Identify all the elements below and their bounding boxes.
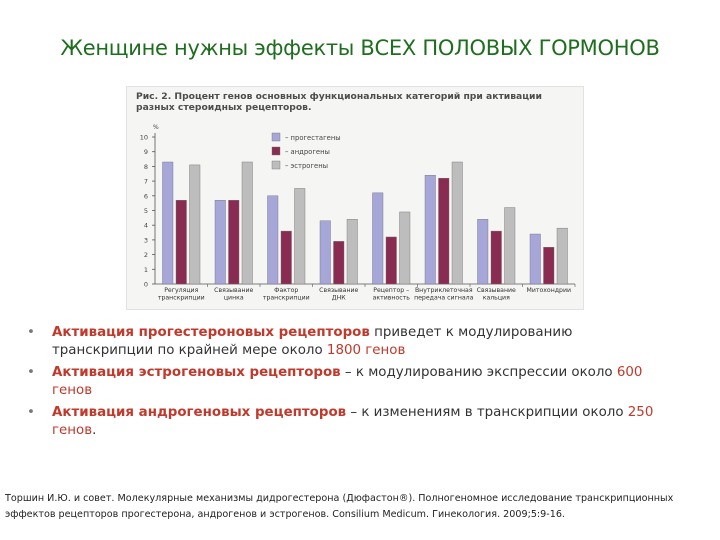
- bullet-text: – к изменениям в транскрипции около: [346, 405, 628, 420]
- bar-2: [280, 230, 292, 285]
- bar-2: [333, 241, 345, 285]
- bar-1: [424, 175, 436, 285]
- legend-label: – эстрогены: [285, 162, 328, 170]
- bullet-number: 250 генов: [52, 405, 654, 438]
- bar-3: [556, 227, 568, 285]
- legend-swatch: [271, 132, 281, 142]
- bar-3: [294, 188, 306, 285]
- reference-line: Торшин И.Ю. и совет. Молекулярные механи…: [5, 493, 674, 504]
- x-category-label: Рецептор –: [373, 287, 409, 294]
- bar-1: [529, 233, 541, 285]
- bar-3: [241, 161, 253, 285]
- x-category-label: Фактор: [274, 287, 298, 294]
- bar-chart: 012345678910%РегуляциятранскрипцииСвязыв…: [140, 124, 576, 302]
- bar-1: [319, 220, 331, 285]
- x-category-label: Регуляция: [164, 287, 198, 294]
- x-category-label: Связывание: [319, 287, 358, 294]
- x-category-label: активность: [373, 295, 411, 302]
- bullet-item: • Активация эстрогеновых рецепторов – к …: [24, 364, 674, 400]
- bullet-dot-icon: •: [27, 325, 35, 340]
- reference-citation: Торшин И.Ю. и совет. Молекулярные механи…: [5, 491, 717, 523]
- y-tick-label: 6: [144, 192, 148, 200]
- bar-2: [438, 177, 450, 285]
- y-tick-label: 1: [144, 266, 148, 274]
- bar-3: [189, 164, 201, 285]
- bar-1: [267, 195, 279, 285]
- bar-2: [175, 200, 187, 285]
- bar-2: [543, 247, 555, 285]
- reference-line: эффектов рецепторов прогестерона, андрог…: [5, 509, 565, 520]
- bullet-lead: Активация эстрогеновых рецепторов: [52, 365, 341, 380]
- bullet-dot-icon: •: [27, 405, 35, 420]
- bar-1: [214, 200, 226, 285]
- y-axis-unit-label: %: [153, 124, 159, 131]
- x-category-label: транскрипции: [158, 295, 205, 302]
- legend-label: – андрогены: [285, 148, 330, 156]
- bullet-number: 600 генов: [52, 365, 643, 398]
- x-category-label: Митохондрии: [527, 287, 572, 294]
- x-category-label: транскрипции: [263, 295, 310, 302]
- figure-caption: Рис. 2. Процент генов основных функциона…: [136, 91, 542, 113]
- chart-figure: Рис. 2. Процент генов основных функциона…: [126, 86, 584, 310]
- bar-3: [504, 207, 516, 285]
- y-tick-label: 4: [144, 222, 148, 230]
- legend-label: – прогестагены: [285, 134, 341, 142]
- bullet-lead: Активация андрогеновых рецепторов: [52, 405, 347, 420]
- y-tick-label: 7: [144, 178, 148, 186]
- y-tick-label: 5: [144, 207, 148, 215]
- y-tick-label: 10: [140, 134, 148, 142]
- bullet-list: • Активация прогестероновых рецепторов п…: [24, 324, 674, 444]
- bullet-tail: .: [92, 423, 97, 438]
- bar-2: [228, 200, 240, 285]
- x-category-label: передача сигнала: [414, 295, 474, 302]
- bullet-text: приведет к модулированию транскрипции по…: [52, 325, 573, 358]
- bar-2: [490, 230, 502, 285]
- bar-3: [346, 219, 358, 285]
- bar-3: [451, 161, 463, 285]
- x-category-label: Связывание: [214, 287, 253, 294]
- bullet-dot-icon: •: [27, 365, 35, 380]
- y-tick-label: 2: [144, 251, 148, 259]
- x-category-label: Внутриклеточная: [415, 287, 473, 294]
- bullet-text: – к модулированию экспрессии около: [340, 365, 617, 380]
- bar-2: [385, 236, 397, 285]
- bullet-item: • Активация прогестероновых рецепторов п…: [24, 324, 674, 360]
- bar-1: [477, 219, 489, 285]
- bar-1: [162, 161, 174, 285]
- y-tick-label: 9: [144, 148, 148, 156]
- y-tick-label: 0: [144, 281, 148, 289]
- bullet-item: • Активация андрогеновых рецепторов – к …: [24, 404, 674, 440]
- bar-1: [372, 192, 384, 285]
- legend-swatch: [271, 146, 281, 156]
- y-tick-label: 8: [144, 163, 148, 171]
- bar-3: [399, 211, 411, 285]
- slide-title: Женщине нужны эффекты ВСЕХ ПОЛОВЫХ ГОРМО…: [60, 36, 660, 60]
- legend-swatch: [271, 160, 281, 170]
- x-category-label: ДНК: [332, 295, 346, 302]
- x-category-label: Связывание: [477, 287, 516, 294]
- bullet-lead: Активация прогестероновых рецепторов: [52, 325, 370, 340]
- bullet-number: 1800 генов: [326, 343, 406, 358]
- x-category-label: цинка: [224, 295, 244, 302]
- y-tick-label: 3: [144, 236, 148, 244]
- x-category-label: кальция: [483, 295, 510, 302]
